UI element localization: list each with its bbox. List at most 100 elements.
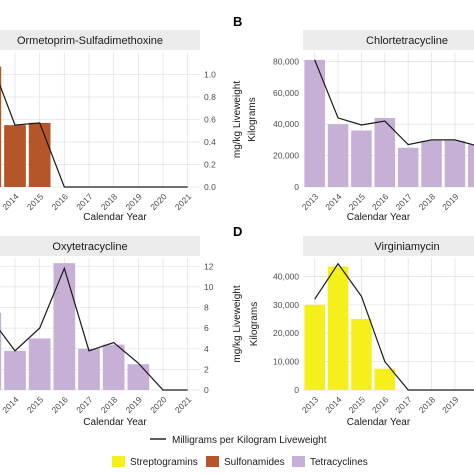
x-tick-label: 2017 (74, 394, 95, 415)
legend-swatch-sulfonamides (206, 456, 219, 467)
x-tick-label: 2014 (323, 191, 344, 212)
bar-2019 (127, 364, 150, 390)
line-series (0, 83, 188, 188)
y-tick-label: 0.2 (204, 160, 216, 170)
bar-2016 (53, 263, 76, 390)
plot-area (303, 52, 474, 188)
y-tick-label: 20,000 (273, 328, 299, 338)
x-tick-label: 2020 (148, 191, 169, 212)
bar-2015 (351, 130, 372, 187)
bar-2017 (78, 348, 100, 390)
x-tick-label: 2014 (323, 394, 344, 415)
x-axis-title: Calendar Year (347, 212, 411, 223)
x-tick-label: 2014 (0, 394, 21, 415)
panel-title-strip (303, 236, 474, 256)
panel-title-strip (303, 30, 474, 50)
y-axis-title: Kilograms (247, 97, 258, 141)
bar-2020 (468, 144, 474, 187)
bar-2018 (102, 344, 125, 390)
x-tick-label: 2021 (173, 191, 194, 212)
x-tick-label: 2013 (300, 191, 321, 212)
x-tick-label: 2018 (417, 191, 438, 212)
panel-letter: D (233, 224, 242, 239)
x-axis-title: Calendar Year (347, 417, 411, 428)
x-tick-label: 2020 (148, 394, 169, 415)
x-tick-label: 2015 (347, 394, 368, 415)
x-tick-label: 2014 (0, 191, 21, 212)
bar-2013 (304, 304, 325, 390)
y-tick-label: 4 (204, 344, 209, 354)
bar-2014 (327, 124, 349, 187)
line-series (0, 266, 188, 391)
x-tick-label: 2015 (25, 191, 46, 212)
plot-area (0, 52, 200, 188)
y-tick-label: 10 (204, 282, 214, 292)
x-axis-title: Calendar Year (83, 212, 147, 223)
panel-title: Oxytetracycline (52, 241, 127, 253)
x-tick-label: 2017 (393, 394, 414, 415)
y-axis-title: Kilograms (249, 302, 260, 346)
y-tick-label: 40,000 (273, 119, 299, 129)
panel-title-strip (0, 30, 200, 50)
x-tick-label: 2019 (124, 394, 145, 415)
y-tick-label: 40,000 (273, 271, 299, 281)
x-tick-label: 2019 (124, 191, 145, 212)
y-tick-label: 0 (294, 385, 299, 395)
plot-area (303, 258, 474, 391)
y-tick-label: 8 (204, 303, 209, 313)
bar-2019 (444, 140, 466, 187)
x-tick-label: 2016 (50, 191, 71, 212)
bar-2015 (351, 319, 372, 390)
legend-label-tetracyclines: Tetracyclines (310, 457, 368, 468)
legend-label-sulfonamides: Sulfonamides (224, 457, 285, 468)
x-tick-label: 2019 (440, 191, 461, 212)
line-series (314, 59, 474, 146)
legend-label-streptogramins: Streptogramins (130, 457, 198, 468)
bar-2013 (0, 66, 2, 187)
panel-title-strip (0, 236, 200, 256)
bar-2014 (4, 350, 26, 390)
y-tick-label: 0.0 (204, 182, 216, 192)
bar-2013 (304, 59, 325, 187)
x-tick-label: 2021 (173, 394, 194, 415)
panel-title: Chlortetracycline (366, 35, 448, 47)
legend-swatch-tetracyclines (292, 456, 305, 467)
x-axis-title: Calendar Year (83, 417, 147, 428)
y-tick-label: 2 (204, 364, 209, 374)
y-tick-label: 0.6 (204, 115, 216, 125)
y-tick-label: 20,000 (273, 151, 299, 161)
bar-2016 (374, 368, 396, 390)
y-tick-label: 0.4 (204, 137, 216, 147)
x-tick-label: 2019 (440, 394, 461, 415)
y-tick-label: 60,000 (273, 88, 299, 98)
bar-2014 (327, 266, 349, 390)
y-tick-label: 6 (204, 323, 209, 333)
x-tick-label: 2017 (393, 191, 414, 212)
y2-axis-title: mg/kg Liveweight (232, 285, 243, 362)
x-tick-label: 2016 (50, 394, 71, 415)
x-tick-label: 2016 (370, 394, 391, 415)
panel-1: Ormetoprim-Sulfadimethoxine 2014 2015 2016 2… (0, 30, 243, 223)
bar-2018 (421, 140, 442, 187)
x-tick-label: 2015 (25, 394, 46, 415)
x-tick-label: 2018 (417, 394, 438, 415)
y2-axis-title: mg/kg Liveweight (232, 81, 243, 158)
y-tick-label: 12 (204, 261, 214, 271)
legend: Milligrams per Kilogram Liveweight Strep… (112, 435, 368, 468)
bar-2013 (0, 312, 2, 390)
line-series (314, 262, 474, 391)
y-tick-label: 0.8 (204, 92, 216, 102)
x-tick-label: 2018 (99, 394, 120, 415)
y-tick-label: 80,000 (273, 56, 299, 66)
bar-2014 (4, 125, 26, 187)
x-tick-label: 2016 (370, 191, 391, 212)
bar-2017 (397, 147, 419, 187)
y-tick-label: 0 (294, 182, 299, 192)
panel-title: Ormetoprim-Sulfadimethoxine (17, 35, 163, 47)
y-tick-label: 10,000 (273, 357, 299, 367)
